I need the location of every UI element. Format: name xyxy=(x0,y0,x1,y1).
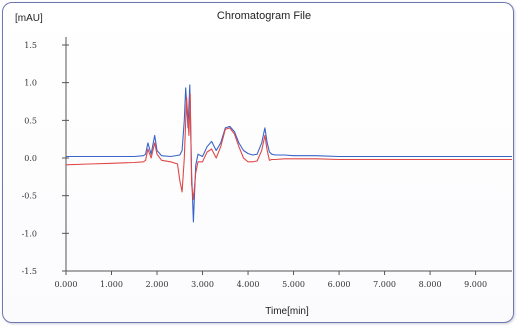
x-tick-label: 7.000 xyxy=(373,280,396,289)
series-line-1 xyxy=(66,84,512,223)
y-tick-label: 0.5 xyxy=(24,116,37,125)
y-tick-label: 1.0 xyxy=(24,79,37,88)
x-axis-label: Time[min] xyxy=(265,306,309,317)
series-layer xyxy=(65,84,512,223)
x-tick-label: 0.000 xyxy=(55,280,78,289)
chromatogram-chart: Chromatogram File [mAU] Time[min] 1.5 1.0… xyxy=(15,10,512,317)
x-tick-label: 8.000 xyxy=(419,280,442,289)
y-tick-label: -1.5 xyxy=(22,267,37,276)
y-tick-label: -0.5 xyxy=(22,192,37,201)
x-tick-label: 6.000 xyxy=(328,280,351,289)
y-axis-label: [mAU] xyxy=(15,13,43,24)
x-tick-label: 5.000 xyxy=(282,280,305,289)
x-tick-label: 4.000 xyxy=(237,280,260,289)
axes: 1.5 1.0 0.5 0.0 -0.5 -1.0 -1.5 0.000 1.000 2.000 3… xyxy=(22,37,512,289)
chart-title: Chromatogram File xyxy=(217,10,311,22)
y-tick-label: 0.0 xyxy=(24,154,37,163)
y-tick-label: 1.5 xyxy=(24,41,37,50)
chart-frame: Chromatogram File [mAU] Time[min] 1.5 1.0… xyxy=(2,2,514,323)
x-tick-label: 3.000 xyxy=(191,280,214,289)
y-tick-label: -1.0 xyxy=(22,229,37,238)
x-tick-label: 9.000 xyxy=(464,280,487,289)
x-tick-label: 2.000 xyxy=(146,280,169,289)
x-tick-label: 1.000 xyxy=(100,280,123,289)
series-line-2 xyxy=(65,93,512,200)
